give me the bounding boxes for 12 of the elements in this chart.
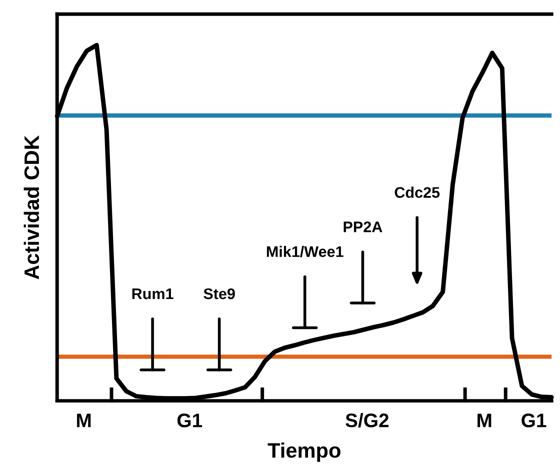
y-axis-title: Actividad CDK <box>24 135 40 280</box>
annotation: Ste9 <box>204 288 235 300</box>
text: M <box>478 414 492 428</box>
text: M <box>77 414 91 428</box>
annotation: Rum1 <box>132 288 174 300</box>
annotation: PP2A <box>344 221 382 232</box>
annotation: Cdc25 <box>394 186 440 198</box>
text: G1 <box>522 414 546 428</box>
annotation: Mik1/Wee1 <box>266 246 344 258</box>
text: G1 <box>177 414 202 428</box>
text: S/G2 <box>346 413 389 428</box>
x-axis-title: Tiempo <box>268 442 340 462</box>
